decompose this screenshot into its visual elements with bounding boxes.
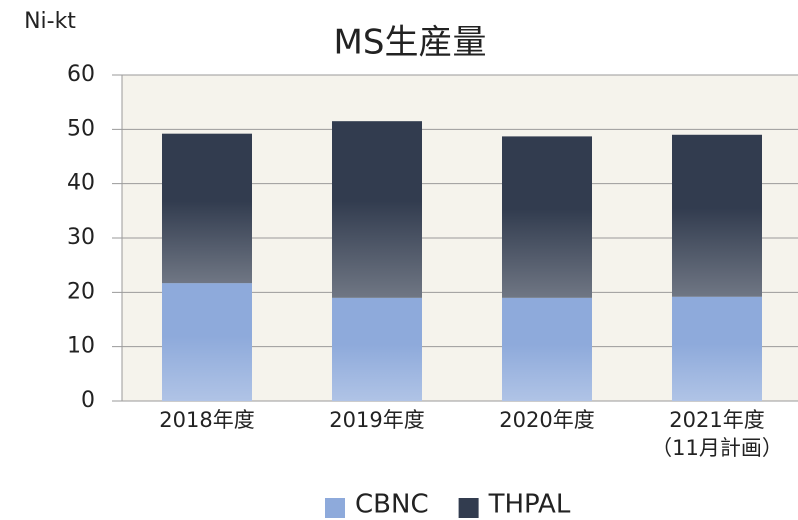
x-tick-label: 2020年度 [499,408,595,432]
y-tick-label: 50 [67,116,95,141]
bar-shade [502,297,592,401]
y-tick-label: 60 [67,62,95,87]
bar-shade [502,136,592,298]
y-tick-label: 30 [67,225,95,250]
legend-swatch [458,498,479,518]
y-tick-label: 0 [81,388,95,413]
x-tick-label: 2018年度 [159,408,255,432]
x-tick-label: 2021年度 （11月計画） [651,408,783,460]
legend-label: THPAL [488,490,571,520]
legend-label: CBNC [355,490,429,520]
bar-shade [162,283,252,401]
chart-title: MS生産量 [334,23,487,63]
bar-shade [672,134,762,297]
bar-shade [672,296,762,401]
bar-shade [332,121,422,298]
y-axis-label: Ni-kt [24,9,76,34]
y-tick-label: 40 [67,171,95,196]
bar-shade [332,297,422,401]
y-tick-label: 20 [67,279,95,304]
bar-shade [162,133,252,284]
y-tick-label: 10 [67,334,95,359]
x-tick-label: 2019年度 [329,408,425,432]
legend-swatch [325,498,345,518]
